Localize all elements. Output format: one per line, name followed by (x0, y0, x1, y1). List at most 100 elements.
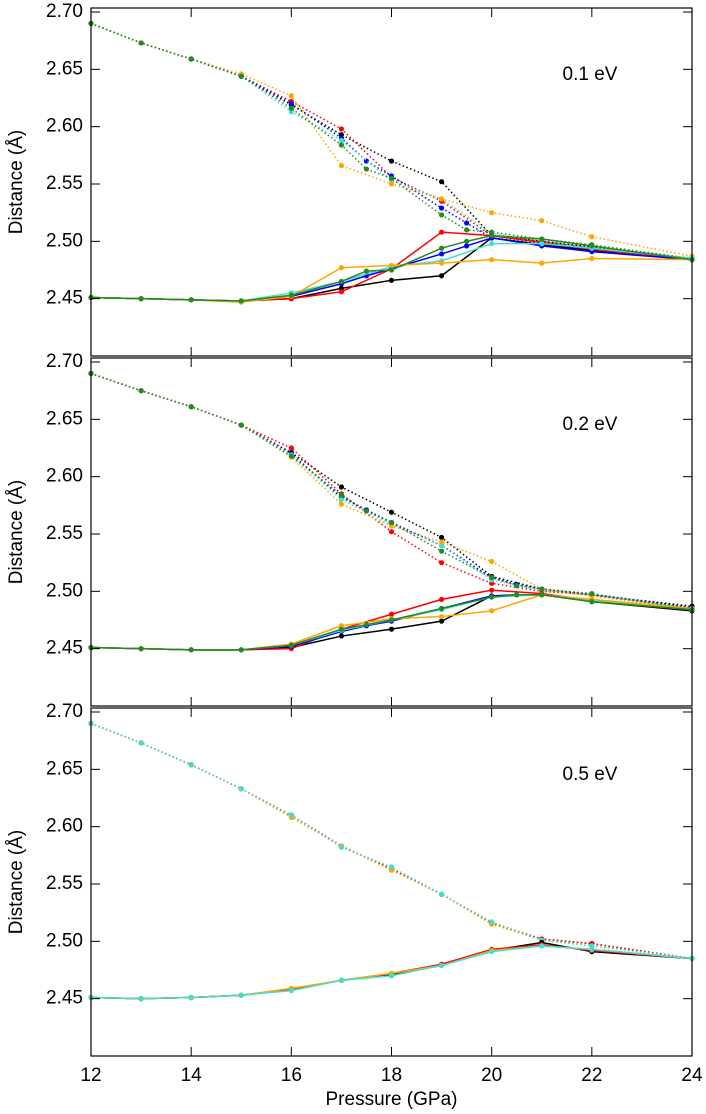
data-point (188, 404, 194, 410)
y-tick-label: 2.50 (46, 580, 83, 601)
data-point (288, 292, 294, 298)
series-line (90, 22, 693, 260)
data-point (288, 453, 294, 459)
y-tick-label: 2.55 (46, 173, 83, 194)
y-tick-label: 2.65 (46, 758, 83, 779)
data-point (188, 762, 194, 768)
data-point (539, 236, 545, 242)
data-point (138, 740, 144, 746)
data-point (188, 297, 194, 303)
y-tick-label: 2.60 (46, 466, 83, 487)
data-point (489, 949, 495, 955)
data-point (338, 501, 345, 507)
data-point (288, 101, 294, 107)
data-point (388, 617, 395, 623)
data-point (438, 539, 445, 545)
data-point (489, 241, 495, 247)
data-point (138, 996, 144, 1002)
data-point (589, 591, 595, 597)
data-point (514, 583, 520, 589)
data-point (438, 212, 445, 218)
series-line (90, 372, 693, 610)
data-point (238, 992, 244, 998)
data-point (138, 296, 144, 302)
data-point (388, 973, 395, 979)
data-point (363, 268, 370, 274)
data-point (388, 626, 395, 632)
data-point (388, 611, 395, 617)
data-point (514, 592, 520, 598)
series-line (90, 234, 693, 302)
x-tick-label: 12 (80, 1065, 101, 1086)
data-point (363, 166, 370, 172)
data-point (489, 257, 495, 263)
data-point (438, 548, 445, 554)
data-point (388, 181, 395, 187)
data-point (338, 142, 345, 148)
data-point (338, 492, 345, 498)
data-point (464, 220, 470, 226)
data-point (363, 508, 370, 514)
data-point (589, 234, 595, 240)
y-tick-label: 2.60 (46, 116, 83, 137)
data-point (338, 163, 345, 169)
y-tick-label: 2.70 (46, 1, 83, 22)
data-point (238, 647, 244, 653)
y-tick-label: 2.65 (46, 58, 83, 79)
data-point (238, 73, 244, 79)
x-axis-label: Pressure (GPa) (326, 1089, 458, 1110)
data-point (363, 621, 370, 628)
data-point (338, 844, 345, 850)
series-line (90, 594, 693, 651)
y-axis-label: Distance (Å) (6, 130, 27, 235)
data-point (288, 988, 294, 994)
data-point (489, 594, 495, 600)
data-point (539, 586, 545, 592)
series-line (90, 22, 693, 260)
data-point (438, 260, 445, 266)
x-tick-label: 16 (281, 1065, 302, 1086)
data-point (388, 529, 395, 535)
y-tick-label: 2.45 (46, 288, 83, 309)
data-point (589, 599, 595, 605)
series-line (90, 372, 693, 607)
data-point (288, 642, 294, 648)
data-point (438, 560, 445, 566)
data-point (438, 962, 445, 969)
data-point (288, 812, 294, 818)
data-point (238, 422, 244, 428)
series-line (90, 945, 693, 1000)
y-axis-label: Distance (Å) (6, 480, 27, 585)
data-point (288, 105, 294, 111)
y-tick-label: 2.55 (46, 523, 83, 544)
data-point (464, 227, 470, 233)
data-point (438, 245, 445, 251)
data-point (438, 605, 445, 612)
data-point (388, 267, 395, 273)
data-point (238, 298, 244, 304)
x-tick-label: 18 (381, 1065, 402, 1086)
data-point (388, 509, 395, 515)
data-point (338, 278, 345, 285)
y-tick-label: 2.45 (46, 988, 83, 1009)
data-point (438, 613, 445, 620)
data-point (388, 519, 395, 526)
data-point (438, 596, 445, 602)
data-point (539, 260, 545, 266)
x-tick-label: 14 (181, 1065, 203, 1086)
series-line (90, 372, 693, 610)
data-point (288, 93, 294, 99)
data-point (438, 196, 445, 202)
data-point (388, 262, 395, 269)
data-point (539, 943, 545, 949)
y-tick-label: 2.60 (46, 816, 83, 837)
series-line (90, 22, 693, 260)
y-tick-label: 2.45 (46, 638, 83, 659)
data-point (138, 646, 144, 652)
data-point (188, 647, 194, 653)
data-point (438, 534, 445, 541)
series-line (90, 722, 693, 960)
series-line (90, 722, 693, 960)
data-point (489, 587, 495, 593)
